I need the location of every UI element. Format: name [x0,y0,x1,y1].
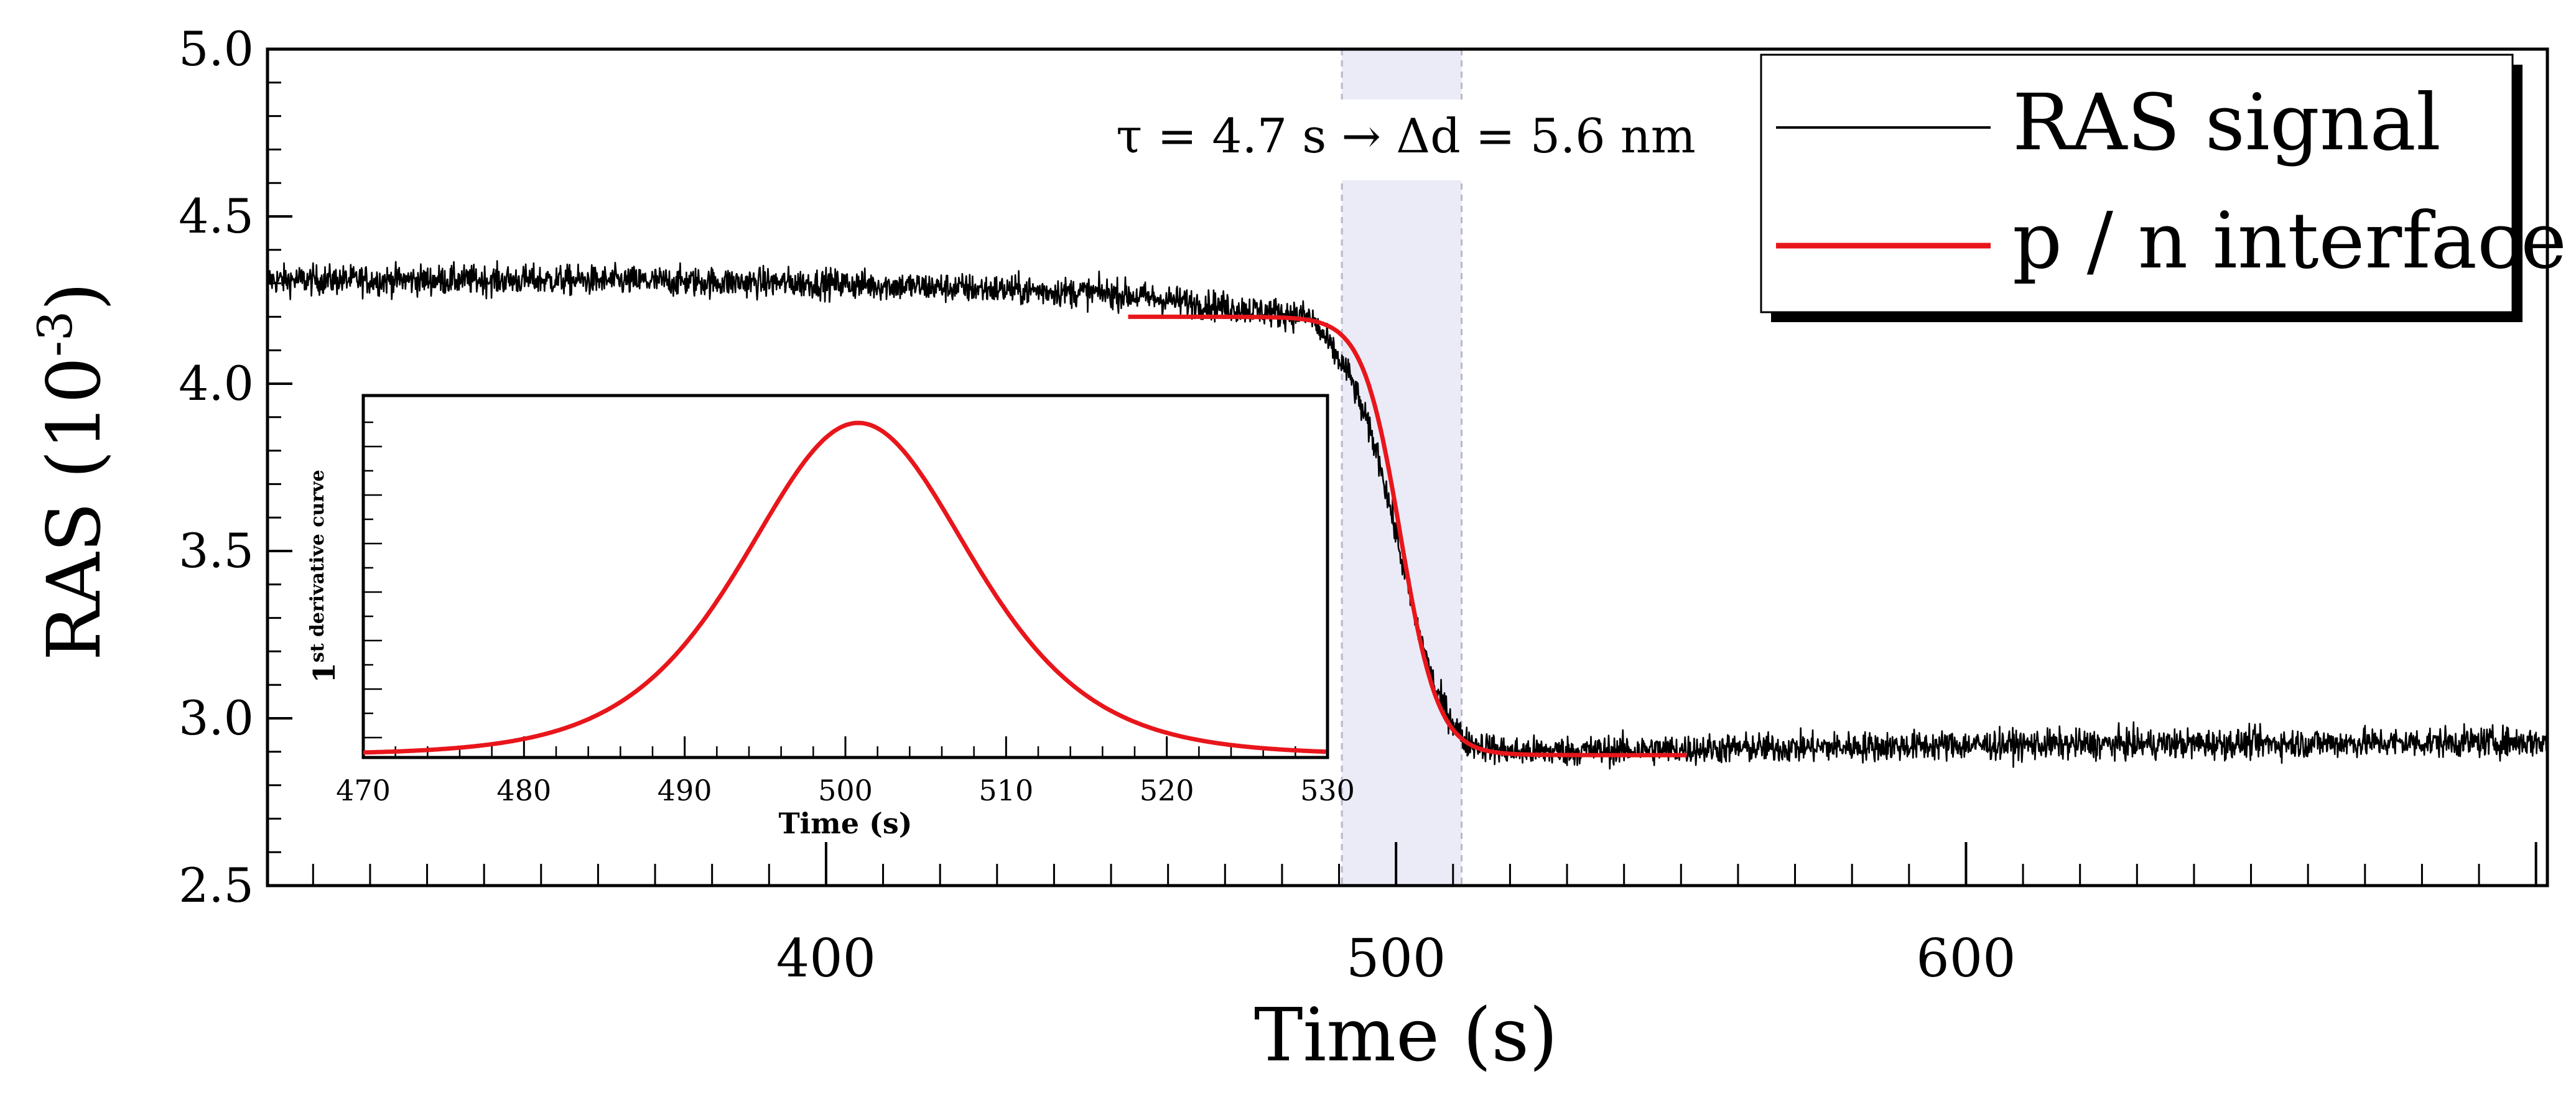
inset-x-axis-label: Time (s) [778,807,912,840]
main-x-axis-label: Time (s) [1254,992,1558,1078]
x-tick-label: 500 [1346,928,1446,989]
legend-label-pn: p / n interface [2012,196,2567,286]
y-tick-label: 4.5 [179,188,254,244]
inset-x-tick-label: 470 [336,774,391,807]
inset-plot-frame [361,394,1329,759]
annotation-background [1107,100,1704,180]
legend-label-ras: RAS signal [2012,78,2441,168]
y-tick-label: 5.0 [179,21,254,76]
pn-interface-fit-line [1128,314,1687,757]
y-tick-label: 4.0 [179,356,254,411]
inset-derivative-line [363,420,1326,755]
inset-x-tick-label: 510 [979,774,1033,807]
main-series-layer [267,260,2547,770]
x-tick-label: 400 [776,928,876,989]
legend: RAS signal p / n interface [1760,53,2567,322]
inset-x-tick-label: 500 [818,774,873,807]
y-tick-label: 3.0 [179,690,254,746]
y-label-main: RAS (10 [31,357,117,661]
y-tick-label: 2.5 [179,858,254,913]
main-y-axis-label: RAS (10-3) [27,282,117,661]
y-tick-label: 3.5 [179,523,254,578]
inset-x-tick-label: 530 [1300,774,1355,807]
inset-series-layer [363,420,1326,755]
y-label-close: ) [31,282,117,311]
annotation-text: τ = 4.7 s → Δd = 5.6 nm [1116,108,1696,164]
inset-x-tick-label: 520 [1140,774,1194,807]
y-label-exponent: -3 [27,311,83,357]
x-tick-label: 600 [1916,928,2016,989]
inset-ticks: 470 480 490 500 510 520 530 [336,421,1355,807]
main-ticks: 2.5 3.0 3.5 4.0 4.5 5.0 400 500 600 [179,21,2537,989]
main-plot-frame [266,47,2549,887]
shaded-region-layer [1341,49,1463,886]
inset-x-tick-label: 490 [658,774,712,807]
inset-y-label-sup: st derivative curve [307,470,328,662]
shaded-region [1342,49,1462,886]
inset-chart: 470 480 490 500 510 520 530 Time (s) 1st deriv… [307,394,1355,840]
inset-x-tick-label: 480 [496,774,551,807]
legend-box [1760,53,2514,313]
inset-y-axis-label: 1st derivative curve [307,470,342,683]
inset-y-label-prefix: 1 [307,662,342,683]
